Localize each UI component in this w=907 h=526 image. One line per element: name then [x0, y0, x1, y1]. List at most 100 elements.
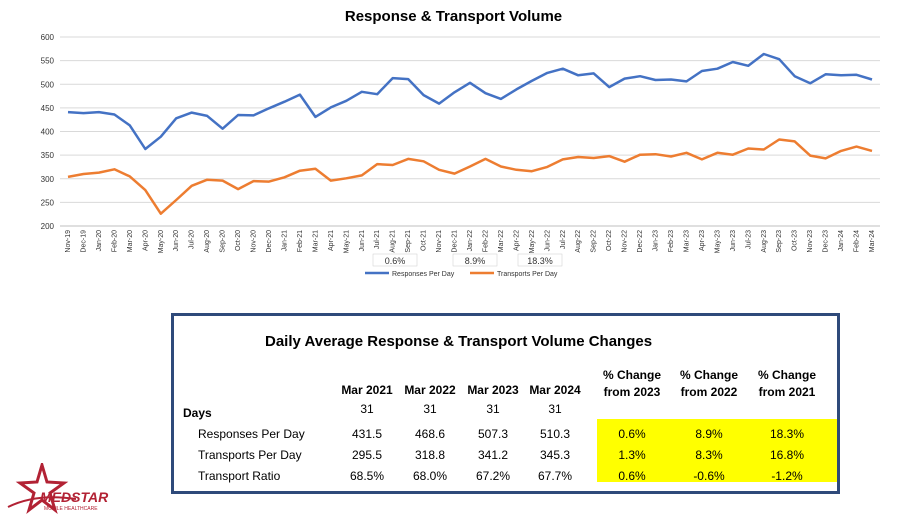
column-header: Mar 2022 — [404, 383, 456, 397]
x-tick-label: Dec-22 — [637, 230, 644, 253]
y-tick-label: 600 — [41, 33, 55, 42]
y-axis-ticks: 200 250 300 350 400 450 500 550 600 — [41, 33, 55, 231]
grid-lines — [60, 36, 880, 227]
series-line — [67, 138, 873, 215]
legend-label: Responses Per Day — [392, 271, 455, 278]
change-column-header: from 2021 — [758, 385, 816, 399]
y-tick-label: 500 — [41, 80, 55, 89]
x-tick-label: Jul-23 — [745, 230, 752, 249]
x-tick-label: May-23 — [714, 230, 721, 253]
series-line — [67, 52, 873, 151]
row-change-value: 16.8% — [769, 448, 805, 462]
x-tick-label: Apr-23 — [699, 230, 706, 251]
row-label: Transports Per Day — [198, 448, 302, 462]
legend: Responses Per Day Transports Per Day — [365, 271, 558, 278]
medstar-logo: MEDSTAR MOBILE HEALTHCARE — [7, 463, 109, 515]
x-tick-label: Aug-23 — [761, 230, 768, 253]
line-chart: 200 250 300 350 400 450 500 550 600 Nov-19 Dec-19… — [41, 33, 880, 278]
x-tick-label: Jun-21 — [359, 230, 366, 252]
x-tick-label: Nov-22 — [622, 230, 629, 253]
x-tick-label: Nov-23 — [807, 230, 814, 253]
overlay-labels: 0.6% 8.9% 18.3% — [372, 253, 563, 267]
overlay-box — [452, 253, 498, 267]
row-value: 345.3 — [539, 448, 571, 462]
x-tick-label: Sep-20 — [220, 230, 227, 253]
x-tick-label: Jul-20 — [189, 230, 196, 249]
series-lines — [67, 52, 873, 215]
row-change-value: 1.3% — [618, 448, 646, 462]
x-tick-label: Feb-21 — [297, 230, 304, 252]
logo-wordmark: MEDSTAR — [40, 489, 109, 505]
x-tick-label: Dec-19 — [80, 230, 87, 253]
row-change-value: 0.6% — [618, 427, 646, 441]
overlay-box — [517, 253, 563, 267]
column-header: Mar 2024 — [529, 383, 581, 397]
overlay-label: 8.9% — [465, 256, 486, 266]
volume-changes-table: Daily Average Response & Transport Volum… — [171, 313, 840, 494]
x-tick-label: May-21 — [343, 230, 350, 253]
y-tick-label: 400 — [41, 128, 55, 137]
row-value: 67.7% — [537, 469, 573, 483]
row-label: Responses Per Day — [198, 427, 305, 441]
x-tick-label: Jan-21 — [281, 230, 288, 252]
x-tick-label: Feb-20 — [111, 230, 118, 252]
x-tick-label: Sep-21 — [405, 230, 412, 253]
row-label: Transport Ratio — [198, 469, 281, 483]
row-value: 67.2% — [475, 469, 511, 483]
days-value: 31 — [486, 402, 500, 416]
x-tick-label: Jun-23 — [730, 230, 737, 252]
row-change-value: 0.6% — [618, 469, 646, 483]
x-tick-label: Jan-20 — [96, 230, 103, 252]
x-tick-label: Apr-21 — [328, 230, 335, 251]
x-tick-label: Aug-20 — [204, 230, 211, 253]
row-value: 68.5% — [349, 469, 385, 483]
x-tick-label: Aug-22 — [575, 230, 582, 253]
x-tick-label: Nov-19 — [65, 230, 72, 253]
change-column-header: from 2023 — [603, 385, 661, 399]
change-column-header: % Change — [602, 368, 661, 382]
x-tick-label: May-20 — [158, 230, 165, 253]
x-tick-label: Oct-22 — [606, 230, 613, 251]
row-change-value: 8.9% — [695, 427, 723, 441]
row-value: 318.8 — [414, 448, 446, 462]
y-tick-label: 200 — [41, 222, 55, 231]
logo-subtitle: MOBILE HEALTHCARE — [44, 506, 98, 512]
row-change-value: 8.3% — [695, 448, 723, 462]
row-value: 341.2 — [477, 448, 509, 462]
logo-star-icon — [15, 463, 69, 515]
y-tick-label: 450 — [41, 104, 55, 113]
change-column-header: % Change — [679, 368, 738, 382]
days-value: 31 — [360, 402, 374, 416]
x-tick-label: Feb-22 — [482, 230, 489, 252]
row-value: 468.6 — [414, 427, 446, 441]
row-value: 295.5 — [351, 448, 383, 462]
x-tick-label: May-22 — [529, 230, 536, 253]
x-tick-label: Mar-22 — [498, 230, 505, 252]
overlay-label: 0.6% — [385, 256, 406, 266]
y-tick-label: 550 — [41, 57, 55, 66]
x-tick-label: Jun-20 — [173, 230, 180, 252]
row-change-value: -0.6% — [693, 469, 725, 483]
logo-swoosh — [7, 496, 77, 508]
x-tick-label: Sep-22 — [591, 230, 598, 253]
column-header: Mar 2021 — [341, 383, 393, 397]
x-tick-label: Nov-21 — [436, 230, 443, 253]
x-tick-label: Dec-21 — [452, 230, 459, 253]
x-tick-label: Apr-22 — [513, 230, 520, 251]
overlay-label: 18.3% — [527, 256, 553, 266]
x-tick-label: Feb-23 — [668, 230, 675, 252]
x-tick-label: Mar-24 — [869, 230, 876, 252]
x-tick-label: Apr-20 — [142, 230, 149, 251]
x-tick-label: Mar-20 — [127, 230, 134, 252]
change-column-header: % Change — [757, 368, 816, 382]
row-change-value: 18.3% — [769, 427, 805, 441]
legend-label: Transports Per Day — [497, 271, 558, 278]
x-tick-label: Mar-21 — [312, 230, 319, 252]
x-tick-label: Sep-23 — [776, 230, 783, 253]
table-title: Daily Average Response & Transport Volum… — [265, 333, 653, 350]
row-change-value: -1.2% — [771, 469, 803, 483]
x-tick-label: Dec-20 — [266, 230, 273, 253]
row-value: 68.0% — [412, 469, 448, 483]
row-value: 507.3 — [477, 427, 509, 441]
x-tick-label: Jan-24 — [838, 230, 845, 252]
